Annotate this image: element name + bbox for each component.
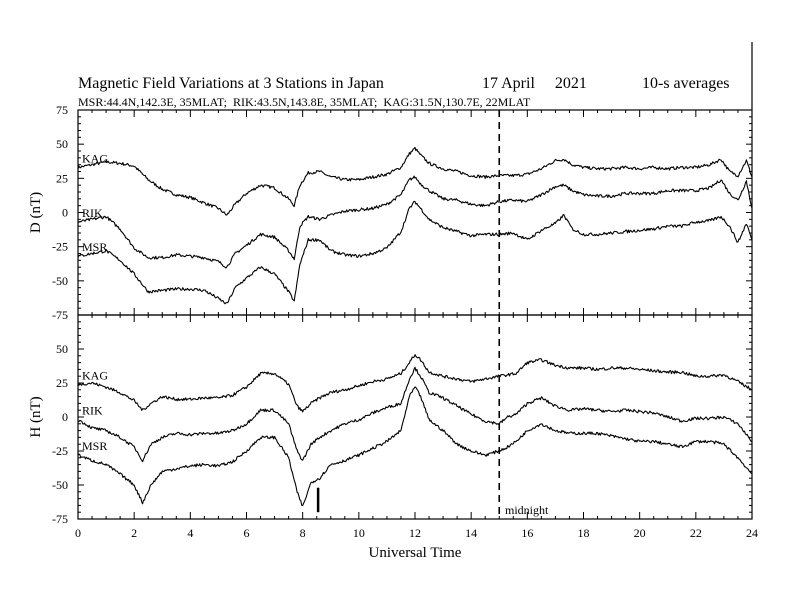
x-tick-label: 12	[409, 526, 421, 540]
x-tick-label: 6	[244, 526, 250, 540]
y-tick-label: 25	[56, 171, 68, 185]
y-tick-label: -75	[52, 512, 68, 526]
y-axis-title: D (nT)	[28, 192, 44, 233]
x-tick-label: 24	[746, 526, 758, 540]
y-tick-label: 75	[56, 103, 68, 117]
x-tick-label: 10	[353, 526, 365, 540]
x-tick-label: 18	[578, 526, 590, 540]
x-tick-label: 2	[131, 526, 137, 540]
y-tick-label: 25	[56, 376, 68, 390]
plot-frame	[77, 109, 753, 316]
series-msr-trace	[77, 200, 753, 305]
series-msr-trace	[77, 386, 753, 507]
series-rik-trace	[77, 175, 753, 269]
series-rik-trace	[77, 366, 753, 463]
y-tick-label: 50	[56, 342, 68, 356]
x-tick-label: 22	[690, 526, 702, 540]
station-label-kag: KAG	[82, 368, 108, 382]
y-tick-label: -25	[52, 240, 68, 254]
d-component-panel: -75 -50 -25 0 25 50 75 D (nT) KAG RIK MSR	[28, 103, 753, 322]
x-tick-label: 16	[521, 526, 533, 540]
x-tick-label: 14	[465, 526, 477, 540]
series-kag-trace	[77, 146, 753, 216]
figure-title: Magnetic Field Variations at 3 Stations …	[78, 75, 384, 92]
station-label-msr: MSR	[82, 439, 107, 453]
plot-frame	[77, 314, 753, 520]
figure-averaging: 10-s averages	[642, 75, 730, 92]
series-kag-trace	[77, 354, 753, 413]
y-tick-label: 0	[62, 410, 68, 424]
x-tick-label: 8	[300, 526, 306, 540]
station-label-rik: RIK	[82, 404, 103, 418]
station-label-kag: KAG	[82, 151, 108, 165]
y-tick-label: -75	[52, 308, 68, 322]
stations-info: MSR:44.4N,142.3E, 35MLAT; RIK:43.5N,143.…	[78, 95, 531, 109]
y-tick-label: -50	[52, 478, 68, 492]
y-tick-label: 50	[56, 137, 68, 151]
x-tick-label: 4	[187, 526, 193, 540]
x-tick-label: 0	[75, 526, 81, 540]
station-label-rik: RIK	[82, 206, 103, 220]
station-label-msr: MSR	[82, 240, 107, 254]
figure-date: 17 April 2021	[482, 75, 587, 92]
y-tick-label: -25	[52, 444, 68, 458]
y-axis-title: H (nT)	[28, 396, 44, 437]
midnight-label: midnight	[505, 503, 549, 517]
y-tick-label: -50	[52, 274, 68, 288]
y-tick-label: 0	[62, 206, 68, 220]
x-tick-label: 20	[634, 526, 646, 540]
x-axis-title: Universal Time	[369, 545, 462, 561]
